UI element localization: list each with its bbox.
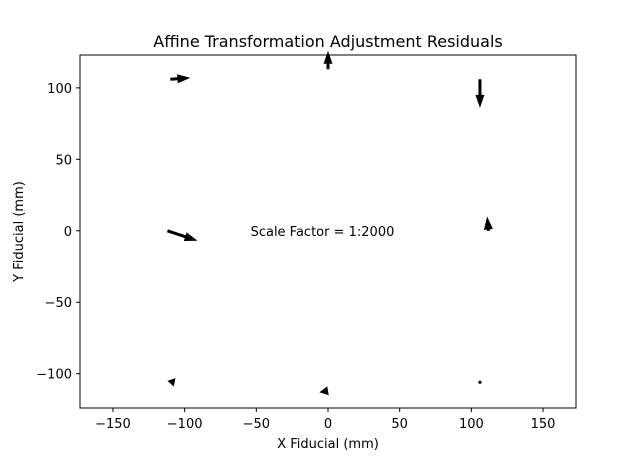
y-tick-label: −50 [45,296,72,311]
x-tick-label: 0 [324,417,332,432]
residual-arrow [167,378,176,387]
residual-arrow [166,229,198,241]
x-tick-label: 100 [459,417,484,432]
y-tick-label: −100 [36,368,72,383]
residual-arrow [478,380,482,384]
x-tick-label: 50 [391,417,408,432]
residual-arrow [170,74,191,84]
plot-area [79,54,577,409]
x-tick-label: 150 [531,417,556,432]
residual-arrows [166,50,493,396]
y-tick-label: 100 [47,82,72,97]
y-axis-label: Y Fiducial (mm) [12,181,27,283]
x-axis-label: X Fiducial (mm) [277,437,379,452]
x-tick-label: −50 [243,417,270,432]
chart-title: Affine Transformation Adjustment Residua… [153,32,502,51]
residual-arrow [323,50,333,70]
x-tick-label: −100 [167,417,203,432]
residual-arrow [319,386,329,396]
y-tick-label: 0 [64,225,72,240]
residual-arrow [483,216,493,231]
residual-arrow [475,79,485,108]
x-tick-label: −150 [95,417,131,432]
axis-ticks: −150 −100 −50 0 50 100 150 −100 −50 0 50 100 [36,82,555,432]
y-tick-label: 50 [55,153,72,168]
scale-factor-annotation: Scale Factor = 1:2000 [251,225,395,240]
